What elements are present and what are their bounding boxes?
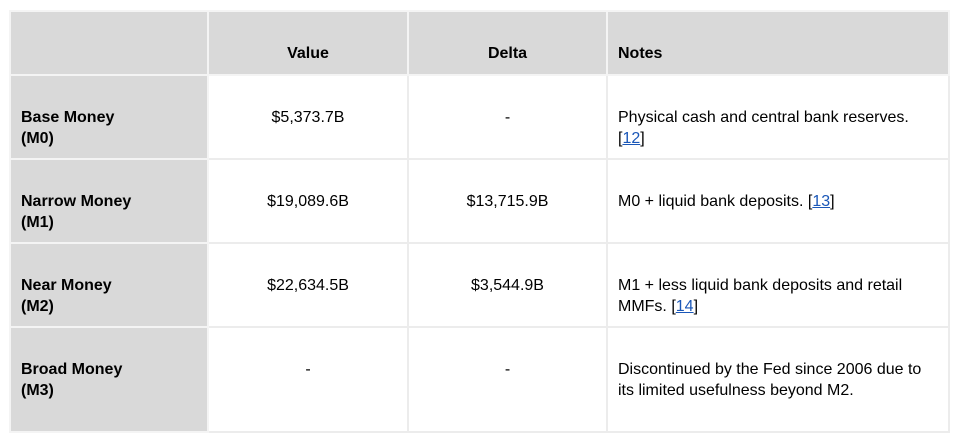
value-cell: $5,373.7B: [207, 74, 409, 160]
note-text: ]: [640, 130, 645, 147]
label-line: (M3): [21, 382, 54, 399]
row-label: Narrow Money (M1): [9, 158, 209, 244]
value-cell: $19,089.6B: [207, 158, 409, 244]
note-cell: Physical cash and central bank reserves.…: [606, 74, 950, 160]
header-cell: Value: [207, 10, 409, 76]
label-line: Broad Money: [21, 361, 123, 378]
note-text: M1 + less liquid bank deposits and retai…: [618, 277, 903, 315]
note-cell: M1 + less liquid bank deposits and retai…: [606, 242, 950, 328]
header-cell: Delta: [407, 10, 608, 76]
label-line: (M1): [21, 214, 54, 231]
header-text: Value: [287, 45, 329, 62]
table-body: Base Money (M0) $5,373.7B - Physical cash an…: [9, 74, 950, 433]
money-table: Value Delta Notes Base Money (M0) $5,373.7B -…: [9, 10, 950, 433]
header-text: Delta: [487, 45, 528, 62]
delta-cell: $3,544.9B: [407, 242, 608, 328]
label-line: (M2): [21, 298, 54, 315]
value-cell: $22,634.5B: [207, 242, 409, 328]
table-row: Narrow Money (M1) $19,089.6B $13,715.9B M0 +…: [9, 158, 950, 244]
table-row: Near Money (M2) $22,634.5B $3,544.9B M1 + le…: [9, 242, 950, 328]
row-label: Near Money (M2): [9, 242, 209, 328]
reference-link[interactable]: 13: [812, 193, 831, 210]
row-label: Base Money (M0): [9, 74, 209, 160]
value-cell: -: [207, 326, 409, 433]
label-line: (M0): [21, 130, 54, 147]
table-row: Broad Money (M3) - - Discontinued by the Fed…: [9, 326, 950, 433]
label-line: Base Money: [21, 109, 115, 126]
reference-link[interactable]: 14: [675, 298, 694, 315]
note-cell: Discontinued by the Fed since 2006 due t…: [606, 326, 950, 433]
delta-cell: -: [407, 74, 608, 160]
header-text: Notes: [618, 45, 663, 62]
note-text: Discontinued by the Fed since 2006 due t…: [618, 361, 922, 399]
label-line: Near Money: [21, 277, 112, 294]
delta-cell: $13,715.9B: [407, 158, 608, 244]
note-text: ]: [830, 193, 835, 210]
label-line: Narrow Money: [21, 193, 132, 210]
table-row: Base Money (M0) $5,373.7B - Physical cash an…: [9, 74, 950, 160]
header-cell: [9, 10, 209, 76]
note-text: Physical cash and central bank reserves.…: [618, 109, 909, 147]
note-text: M0 + liquid bank deposits. [: [618, 193, 813, 210]
reference-link[interactable]: 12: [622, 130, 641, 147]
note-text: ]: [693, 298, 699, 315]
delta-cell: -: [407, 326, 608, 433]
header-cell: Notes: [606, 10, 950, 76]
row-label: Broad Money (M3): [9, 326, 209, 433]
header-row: Value Delta Notes: [9, 10, 950, 76]
note-cell: M0 + liquid bank deposits. [13]: [606, 158, 950, 244]
